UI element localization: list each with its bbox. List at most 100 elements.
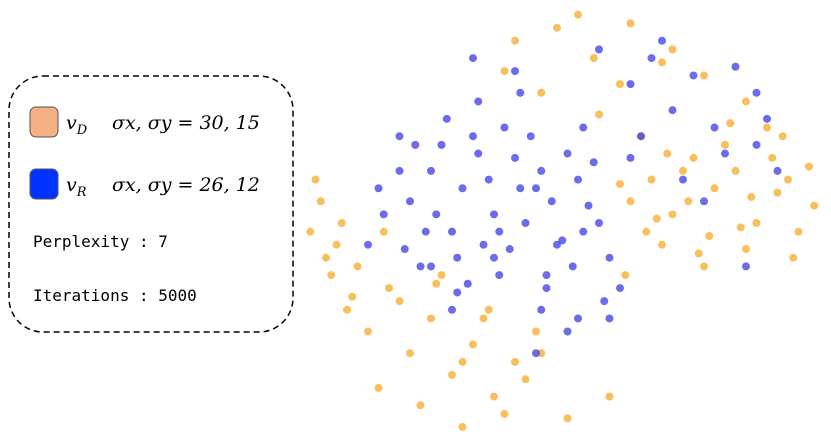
point — [605, 253, 614, 262]
point — [658, 58, 666, 67]
point — [694, 249, 703, 258]
point — [500, 409, 509, 418]
point — [479, 314, 488, 323]
legend-params: σx, σy = 30, 15 — [112, 112, 260, 134]
point — [773, 166, 782, 175]
point — [595, 219, 603, 227]
point — [626, 19, 635, 28]
point — [364, 327, 372, 336]
point — [553, 240, 561, 249]
point — [574, 175, 582, 184]
point — [700, 197, 708, 206]
point — [516, 88, 525, 97]
point — [532, 349, 540, 358]
point — [595, 45, 603, 54]
point — [416, 401, 425, 410]
point — [437, 140, 446, 149]
point — [521, 219, 530, 227]
point — [469, 340, 477, 349]
point — [726, 119, 735, 128]
point — [348, 292, 357, 301]
legend-box — [8, 75, 294, 333]
point — [689, 71, 698, 80]
point — [427, 166, 435, 175]
point — [668, 210, 677, 219]
point — [511, 36, 519, 45]
point — [432, 279, 441, 288]
point — [379, 227, 388, 236]
point — [322, 253, 330, 262]
point — [600, 297, 609, 306]
point — [448, 305, 456, 314]
point — [448, 227, 456, 236]
series-subscript: D — [76, 123, 88, 138]
point — [427, 314, 435, 323]
point — [511, 67, 519, 76]
point — [306, 227, 315, 236]
legend-label: vR — [66, 174, 87, 200]
point — [495, 227, 504, 236]
legend-swatch — [29, 168, 59, 200]
point — [453, 253, 462, 262]
point — [721, 140, 729, 149]
point — [668, 45, 677, 54]
point — [406, 349, 414, 358]
point — [768, 153, 777, 162]
point — [616, 284, 624, 293]
point — [626, 197, 635, 206]
point — [416, 262, 425, 271]
point — [736, 223, 745, 232]
point — [442, 114, 451, 123]
point — [458, 184, 467, 193]
point — [537, 88, 546, 97]
point — [658, 36, 666, 45]
point — [684, 197, 693, 206]
legend-label: vD — [66, 112, 88, 138]
point — [789, 253, 798, 262]
point — [453, 288, 462, 297]
point — [563, 414, 572, 423]
point — [647, 175, 656, 184]
point — [668, 106, 677, 115]
point — [511, 357, 519, 366]
point — [563, 327, 572, 336]
point — [526, 132, 535, 141]
point — [400, 245, 409, 254]
point — [364, 240, 372, 249]
point — [484, 305, 493, 314]
point — [458, 357, 467, 366]
point — [679, 175, 687, 184]
point — [563, 149, 572, 158]
point — [710, 123, 719, 132]
point — [731, 166, 740, 175]
point — [474, 97, 483, 106]
legend-params: σx, σy = 26, 12 — [112, 174, 260, 196]
point — [710, 184, 719, 193]
point — [395, 132, 404, 141]
point — [647, 54, 656, 63]
point — [742, 262, 750, 271]
point — [490, 392, 498, 401]
point — [542, 284, 551, 293]
point — [773, 188, 782, 197]
point — [752, 140, 761, 149]
point — [411, 140, 420, 149]
point — [689, 153, 698, 162]
point — [721, 149, 729, 158]
point — [616, 80, 624, 89]
point — [337, 219, 346, 227]
point — [469, 132, 477, 141]
point — [385, 284, 393, 293]
point — [752, 88, 761, 97]
point — [742, 97, 750, 106]
point — [521, 375, 530, 384]
point — [605, 314, 614, 323]
point — [406, 197, 414, 206]
point — [500, 67, 509, 76]
point — [589, 54, 598, 63]
point — [642, 227, 651, 236]
point — [810, 201, 819, 210]
point — [495, 271, 504, 280]
point — [437, 271, 446, 280]
